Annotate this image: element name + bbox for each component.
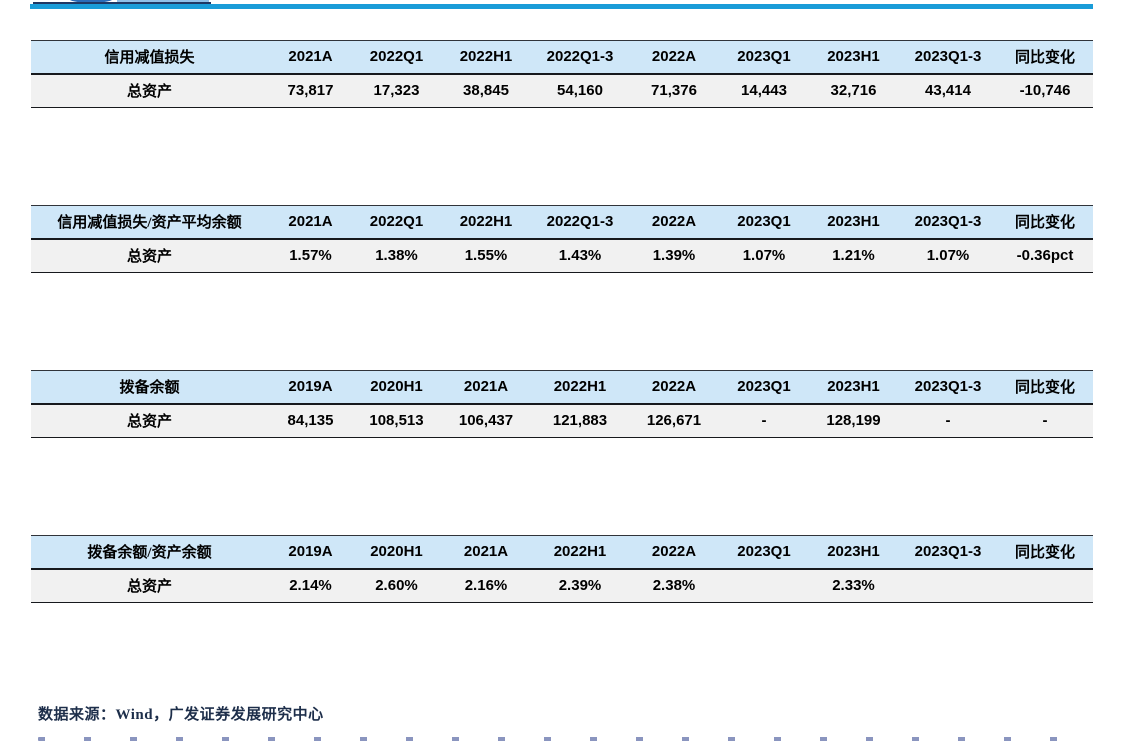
header-cell: 2020H1 <box>370 543 423 561</box>
value-cell: 1.21% <box>832 247 875 265</box>
logo-globe-icon <box>68 0 114 3</box>
value-cell: - <box>945 412 951 430</box>
value-cell: 1.07% <box>742 247 786 265</box>
header-cell: 2021A <box>288 213 333 231</box>
value-cell: 43,414 <box>925 82 971 100</box>
table-header-row: 拨备余额 2019A 2020H1 2021A 2022H1 2022A 202… <box>31 370 1093 404</box>
header-cell: 2023Q1 <box>737 543 791 561</box>
header-cell: 2023Q1-3 <box>914 48 982 66</box>
header-cell: 2022Q1 <box>369 48 424 66</box>
header-cell: 2021A <box>288 48 333 66</box>
value-cell: 2.16% <box>464 577 508 595</box>
header-cell: 2023H1 <box>827 378 880 396</box>
row-label: 总资产 <box>126 414 172 431</box>
header-cell: 2022Q1 <box>369 213 424 231</box>
header-cell: 2022H1 <box>459 213 513 231</box>
table-credit-impairment-ratio: 信用减值损失/资产平均余额 2021A 2022Q1 2022H1 2022Q1… <box>31 205 1093 273</box>
header-cell: 拨备余额 <box>119 380 180 397</box>
header-cell: 2022H1 <box>553 543 607 561</box>
value-cell: - <box>1042 412 1048 430</box>
table-header-row: 信用减值损失 2021A 2022Q1 2022H1 2022Q1-3 2022… <box>31 40 1093 74</box>
value-cell: 17,323 <box>373 82 420 100</box>
table-provision-balance: 拨备余额 2019A 2020H1 2021A 2022H1 2022A 202… <box>31 370 1093 438</box>
header-cell: 2023Q1 <box>737 48 791 66</box>
header-cell: 2022H1 <box>553 378 607 396</box>
header-cell: 2019A <box>288 378 333 396</box>
clipped-text-line <box>38 737 1083 741</box>
header-cell: 2021A <box>463 543 509 561</box>
table-row: 总资产 84,135 108,513 106,437 121,883 126,6… <box>31 403 1093 438</box>
header-cell: 2022H1 <box>459 48 513 66</box>
data-source-note: 数据来源：Wind，广发证券发展研究中心 <box>38 707 324 723</box>
header-cell: 2023Q1-3 <box>914 378 982 396</box>
header-cell: 2023Q1 <box>737 378 791 396</box>
table-row: 总资产 73,817 17,323 38,845 54,160 71,376 1… <box>31 73 1093 108</box>
value-cell: -0.36pct <box>1016 247 1074 265</box>
value-cell: 126,671 <box>646 412 702 430</box>
value-cell <box>720 569 808 603</box>
header-cell: 2022Q1-3 <box>546 48 614 66</box>
header-cell: 2023H1 <box>827 213 880 231</box>
value-cell: 32,716 <box>830 82 877 100</box>
header-cell: 2023Q1-3 <box>914 543 982 561</box>
header-cell: 2022A <box>651 213 697 231</box>
header-cell: 2023Q1-3 <box>914 213 982 231</box>
row-label: 总资产 <box>126 579 172 596</box>
value-cell: 1.57% <box>289 247 332 265</box>
value-cell: 1.39% <box>652 247 696 265</box>
value-cell: 71,376 <box>651 82 697 100</box>
header-cell: 2022A <box>651 543 697 561</box>
value-cell: 14,443 <box>741 82 787 100</box>
table-header-row: 拨备余额/资产余额 2019A 2020H1 2021A 2022H1 2022… <box>31 535 1093 569</box>
header-cell: 同比变化 <box>1014 49 1075 67</box>
value-cell: 106,437 <box>458 412 514 430</box>
header-cell: 同比变化 <box>1014 544 1075 562</box>
header-cell: 2023H1 <box>827 543 880 561</box>
value-cell: 2.60% <box>375 577 418 595</box>
header-cell: 2019A <box>288 543 333 561</box>
value-cell: 2.38% <box>652 577 696 595</box>
value-cell: 1.55% <box>464 247 508 265</box>
header-cell: 拨备余额/资产余额 <box>87 545 212 562</box>
value-cell <box>997 569 1093 603</box>
header-cell: 2022Q1-3 <box>546 213 614 231</box>
header-rule <box>30 4 1093 9</box>
value-cell: 2.33% <box>832 577 875 595</box>
table-row: 总资产 2.14% 2.60% 2.16% 2.39% 2.38% 2.33% <box>31 568 1093 603</box>
table-row: 总资产 1.57% 1.38% 1.55% 1.43% 1.39% 1.07% … <box>31 238 1093 273</box>
value-cell: 108,513 <box>369 412 424 430</box>
header-cell: 2022A <box>651 48 697 66</box>
value-cell: 54,160 <box>557 82 603 100</box>
header-cell: 同比变化 <box>1014 379 1075 397</box>
value-cell <box>899 569 997 603</box>
table-header-row: 信用减值损失/资产平均余额 2021A 2022Q1 2022H1 2022Q1… <box>31 205 1093 239</box>
row-label: 总资产 <box>126 249 172 266</box>
header-cell: 同比变化 <box>1014 214 1075 232</box>
value-cell: 84,135 <box>287 412 334 430</box>
value-cell: 2.14% <box>289 577 332 595</box>
row-label: 总资产 <box>126 84 172 101</box>
value-cell: 38,845 <box>463 82 509 100</box>
header-cell: 2020H1 <box>370 378 423 396</box>
logo-underline <box>33 2 211 4</box>
table-credit-impairment-loss: 信用减值损失 2021A 2022Q1 2022H1 2022Q1-3 2022… <box>31 40 1093 108</box>
header-cell: 信用减值损失/资产平均余额 <box>57 215 242 232</box>
value-cell: 2.39% <box>558 577 602 595</box>
value-cell: - <box>761 412 767 430</box>
header-cell: 2021A <box>463 378 509 396</box>
value-cell: 121,883 <box>552 412 608 430</box>
value-cell: -10,746 <box>1019 82 1071 100</box>
header-cell: 2023Q1 <box>737 213 791 231</box>
header-cell: 信用减值损失 <box>104 50 195 67</box>
value-cell: 1.07% <box>926 247 970 265</box>
header-cell: 2022A <box>651 378 697 396</box>
value-cell: 1.43% <box>558 247 602 265</box>
value-cell: 1.38% <box>375 247 418 265</box>
gf-securities-logo-fragment <box>33 0 211 4</box>
header-cell: 2023H1 <box>827 48 880 66</box>
logo-wordmark <box>117 0 209 2</box>
value-cell: 73,817 <box>287 82 334 100</box>
table-provision-ratio: 拨备余额/资产余额 2019A 2020H1 2021A 2022H1 2022… <box>31 535 1093 603</box>
value-cell: 128,199 <box>826 412 881 430</box>
